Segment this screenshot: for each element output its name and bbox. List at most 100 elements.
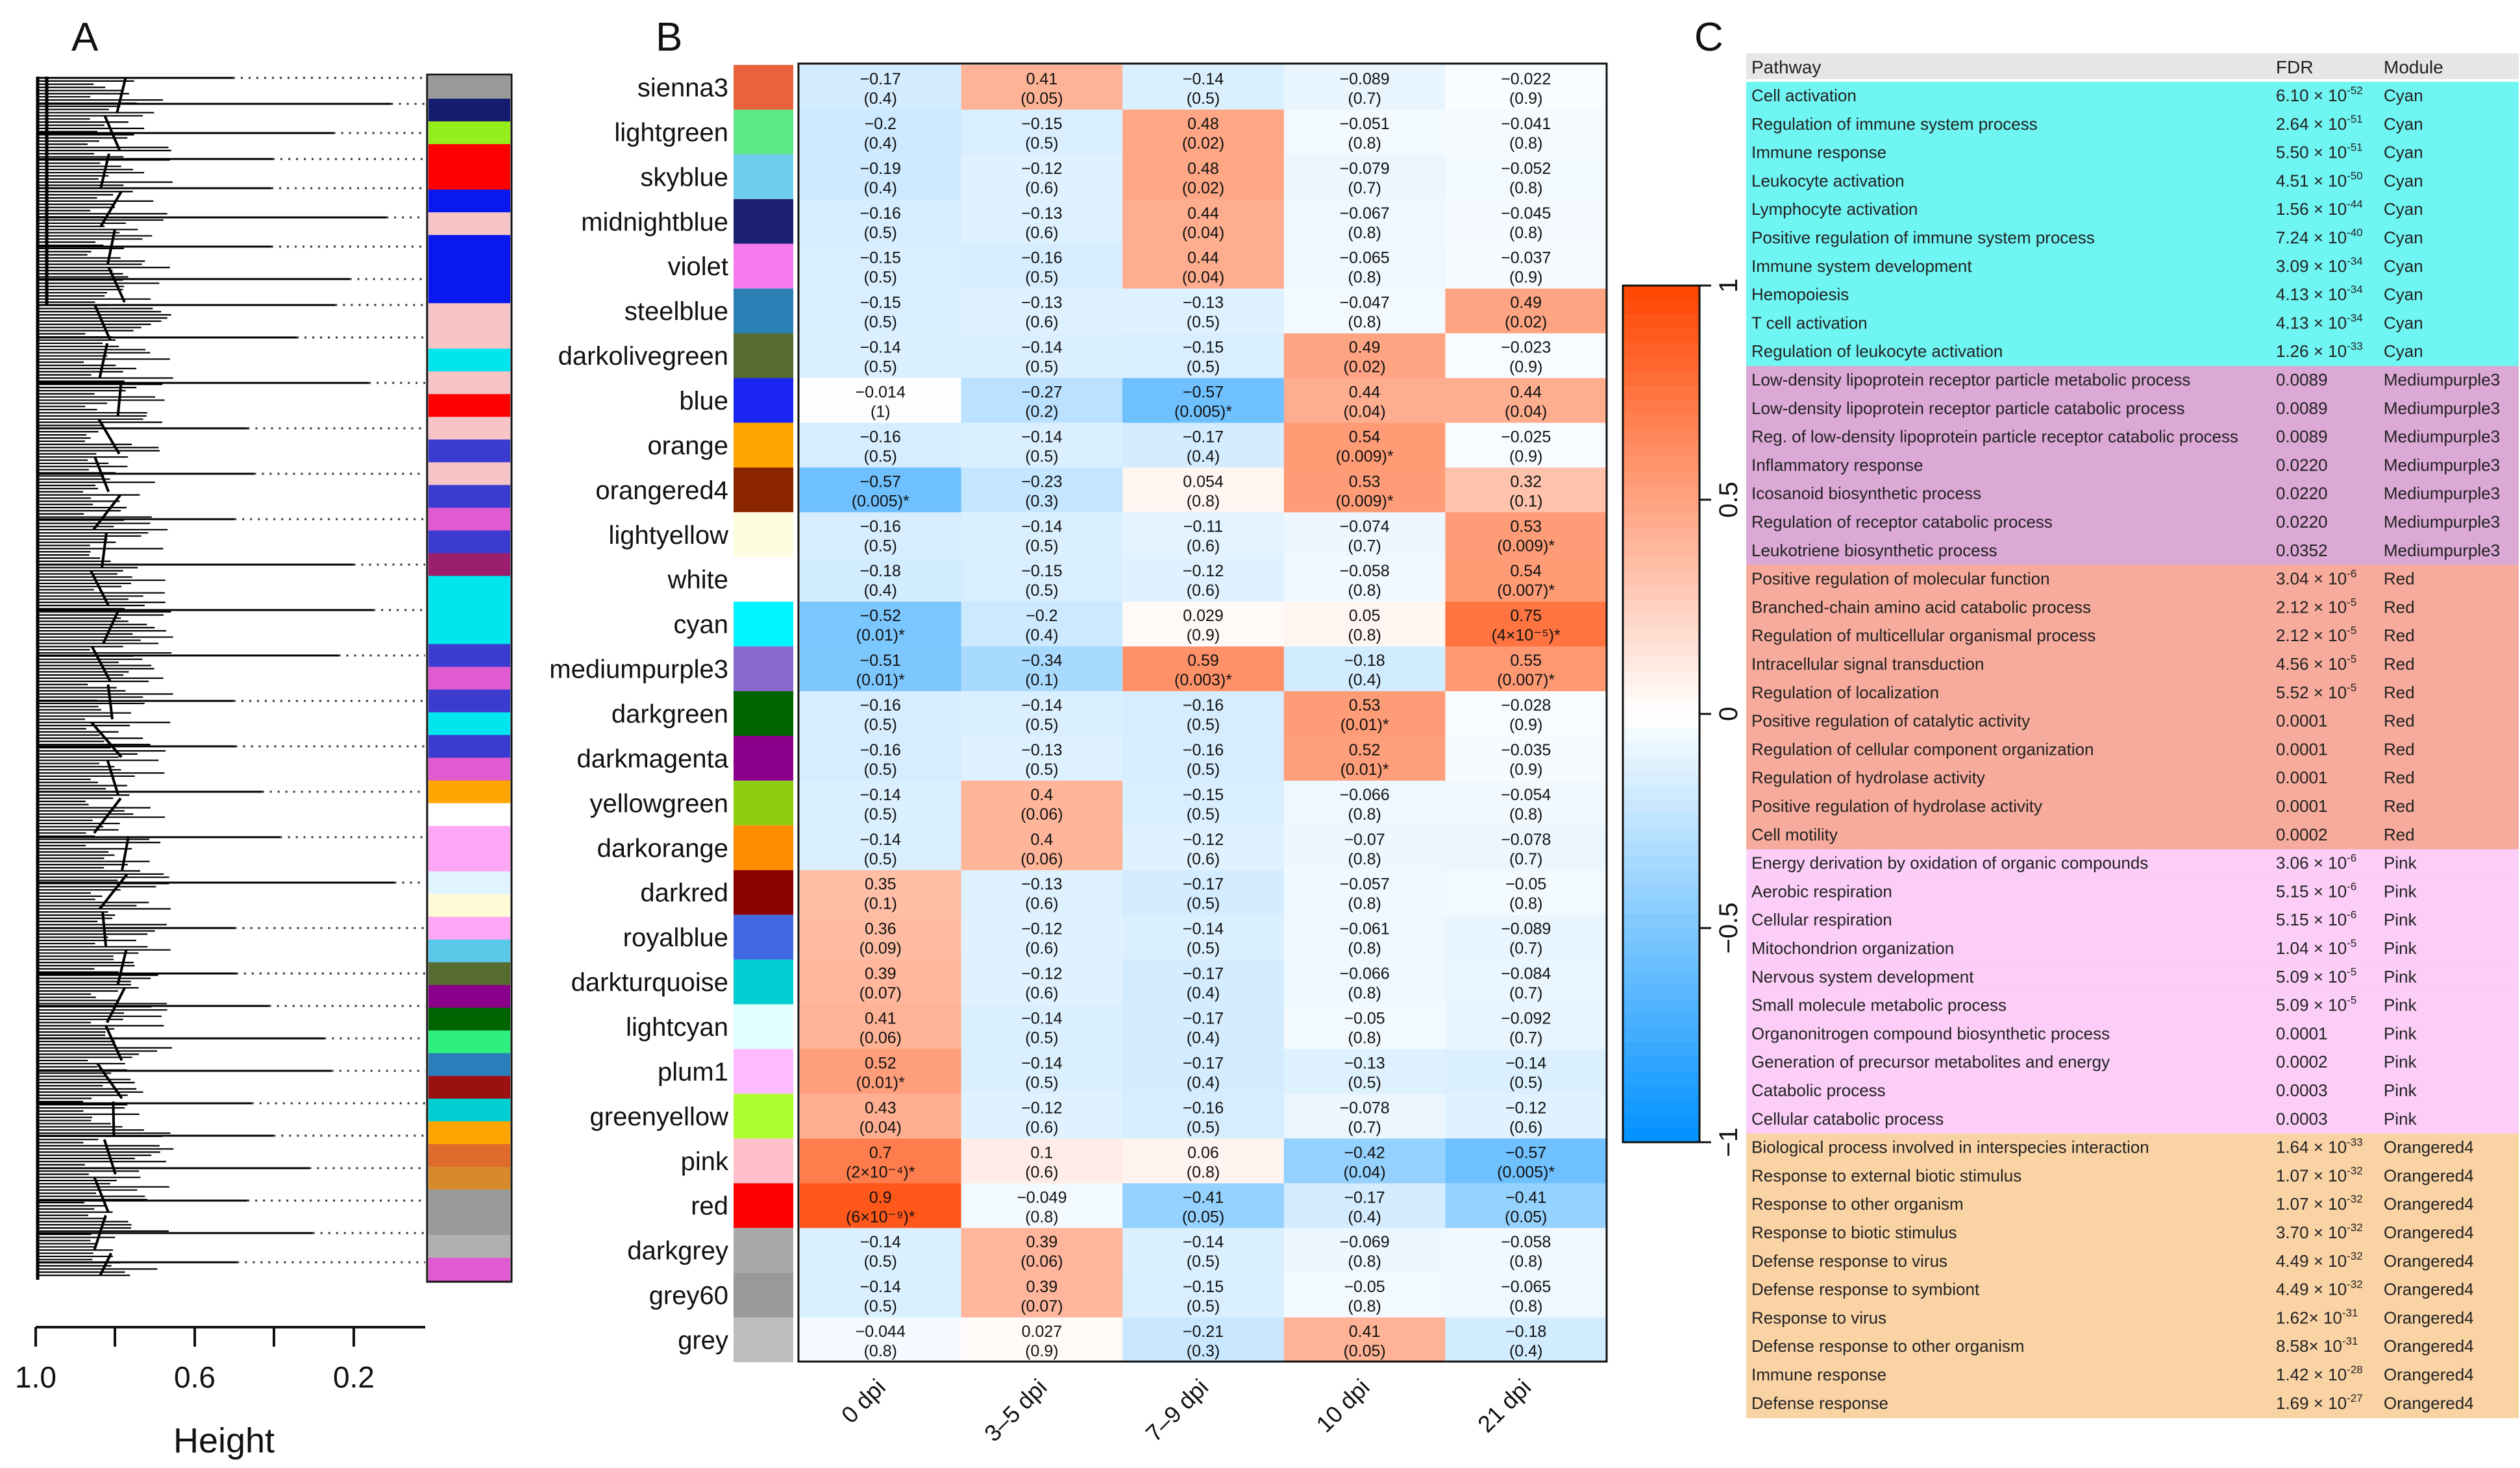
fdr-mantissa: 4.49 × 10 bbox=[2276, 1280, 2347, 1299]
pathway-row-bg bbox=[1746, 593, 2519, 622]
pathway-row-bg bbox=[1746, 1133, 2519, 1162]
color-scale-step bbox=[1623, 928, 1699, 943]
module-color-segment bbox=[428, 735, 510, 759]
pathway-row-bg bbox=[1746, 1105, 2519, 1134]
heatmap-cell bbox=[800, 65, 962, 110]
cell-pvalue: (0.9) bbox=[1509, 269, 1542, 287]
cell-correlation: 0.53 bbox=[1510, 517, 1542, 535]
pathway-fdr: 4.13 × 10-34 bbox=[2276, 312, 2363, 332]
cell-pvalue: (0.5) bbox=[864, 805, 897, 824]
cell-pvalue: (0.6) bbox=[1187, 581, 1220, 600]
cell-pvalue: (0.5) bbox=[864, 269, 897, 287]
module-swatch bbox=[734, 1273, 793, 1318]
cell-correlation: −0.025 bbox=[1501, 428, 1551, 446]
cell-correlation: −0.067 bbox=[1340, 204, 1390, 223]
cell-correlation: −0.16 bbox=[860, 428, 901, 446]
pathway-row-bg bbox=[1746, 1304, 2519, 1333]
dendrogram-join bbox=[96, 1062, 123, 1099]
height-axis-title: Height bbox=[173, 1421, 275, 1460]
heatmap-cell bbox=[1445, 1317, 1607, 1363]
pathway-fdr: 0.0089 bbox=[2276, 398, 2328, 418]
cell-correlation: −0.15 bbox=[1021, 115, 1062, 133]
header-fdr: FDR bbox=[2276, 57, 2314, 77]
module-label: pink bbox=[681, 1147, 729, 1176]
cell-correlation: 0.39 bbox=[1026, 1278, 1058, 1296]
heatmap-cell bbox=[961, 1004, 1123, 1050]
cell-correlation: −0.12 bbox=[1183, 831, 1224, 849]
fdr-mantissa: 3.09 × 10 bbox=[2276, 256, 2347, 276]
cell-pvalue: (0.4) bbox=[1509, 1342, 1542, 1360]
pathway-fdr: 0.0089 bbox=[2276, 370, 2328, 389]
pathway-name: Organonitrogen compound biosynthetic pro… bbox=[1751, 1023, 2110, 1043]
cell-pvalue: (0.7) bbox=[1509, 985, 1542, 1003]
pathway-name: Leukocyte activation bbox=[1751, 171, 1905, 190]
cell-pvalue: (0.8) bbox=[1509, 805, 1542, 824]
dendrogram-join bbox=[120, 836, 130, 872]
pathway-fdr: 4.51 × 10-50 bbox=[2276, 169, 2363, 190]
pathway-fdr: 1.62× 10-31 bbox=[2276, 1306, 2358, 1327]
cell-pvalue: (0.01)* bbox=[856, 1073, 905, 1092]
heatmap-cell bbox=[1283, 1317, 1446, 1363]
pathway-row-bg bbox=[1746, 906, 2519, 935]
color-scale-step bbox=[1623, 585, 1699, 600]
cell-pvalue: (0.5) bbox=[1187, 761, 1220, 779]
color-scale-step bbox=[1623, 1114, 1699, 1129]
heatmap-cell bbox=[1122, 1004, 1285, 1050]
cell-pvalue: (0.04) bbox=[1505, 403, 1547, 421]
cell-correlation: 0.4 bbox=[1031, 786, 1054, 804]
heatmap-cell bbox=[1283, 870, 1446, 916]
module-label: violet bbox=[668, 252, 728, 281]
cell-pvalue: (0.5) bbox=[864, 358, 897, 376]
cell-pvalue: (0.5) bbox=[1509, 1073, 1542, 1092]
heatmap-cell bbox=[1445, 557, 1607, 602]
pathway-module: Pink bbox=[2384, 1109, 2417, 1129]
cell-correlation: 0.4 bbox=[1031, 831, 1054, 849]
module-swatch bbox=[734, 333, 793, 378]
pathway-fdr: 0.0220 bbox=[2276, 512, 2328, 532]
cell-pvalue: (0.8) bbox=[1187, 1163, 1220, 1181]
fdr-exponent: -27 bbox=[2347, 1392, 2363, 1404]
pathway-fdr: 0.0002 bbox=[2276, 1052, 2328, 1071]
heatmap-cell bbox=[1283, 1094, 1446, 1139]
pathway-module: Mediumpurple3 bbox=[2384, 512, 2500, 532]
pathway-name: Generation of precursor metabolites and … bbox=[1751, 1052, 2110, 1071]
cell-correlation: −0.16 bbox=[860, 517, 901, 535]
cell-pvalue: (0.8) bbox=[1187, 492, 1220, 510]
pathway-name: Response to external biotic stimulus bbox=[1751, 1166, 2021, 1185]
module-label: skyblue bbox=[640, 163, 728, 191]
cell-correlation: 0.7 bbox=[869, 1144, 892, 1162]
module-swatch bbox=[734, 1049, 793, 1094]
module-color-segment bbox=[428, 1212, 510, 1236]
pathway-fdr: 5.15 × 10-6 bbox=[2276, 880, 2356, 901]
module-color-segment bbox=[428, 417, 510, 441]
heatmap-cell bbox=[961, 959, 1123, 1005]
heatmap-cell bbox=[1283, 1004, 1446, 1050]
heatmap-cell bbox=[1283, 288, 1446, 334]
heatmap-cell bbox=[800, 378, 962, 424]
module-swatch bbox=[734, 914, 793, 960]
cell-correlation: −0.051 bbox=[1340, 115, 1390, 133]
module-label: royalblue bbox=[623, 924, 728, 952]
fdr-mantissa: 5.15 × 10 bbox=[2276, 910, 2347, 929]
heatmap-cell bbox=[800, 1317, 962, 1363]
pathway-module: Orangered4 bbox=[2384, 1223, 2474, 1242]
pathway-name: Catabolic process bbox=[1751, 1081, 1886, 1100]
color-scale-step bbox=[1623, 685, 1699, 700]
pathway-row-bg bbox=[1746, 337, 2519, 367]
module-color-segment bbox=[428, 1257, 510, 1281]
color-scale-step bbox=[1623, 957, 1699, 972]
color-scale-step bbox=[1623, 443, 1699, 458]
heatmap-cell bbox=[1283, 467, 1446, 513]
pathway-row-bg bbox=[1746, 1190, 2519, 1219]
heatmap-cell bbox=[1283, 1228, 1446, 1273]
cell-correlation: −0.57 bbox=[1183, 384, 1224, 402]
dendrogram-join bbox=[102, 608, 121, 644]
cell-correlation: −0.05 bbox=[1344, 1278, 1385, 1296]
pathway-name: Inflammatory response bbox=[1751, 455, 1923, 474]
cell-pvalue: (0.005)* bbox=[1497, 1163, 1555, 1181]
module-color-segment bbox=[428, 439, 510, 463]
pathway-module: Cyan bbox=[2384, 114, 2423, 134]
cell-pvalue: (0.009)* bbox=[1336, 447, 1394, 465]
fdr-exponent: -6 bbox=[2347, 909, 2356, 921]
module-label: grey60 bbox=[649, 1282, 728, 1310]
